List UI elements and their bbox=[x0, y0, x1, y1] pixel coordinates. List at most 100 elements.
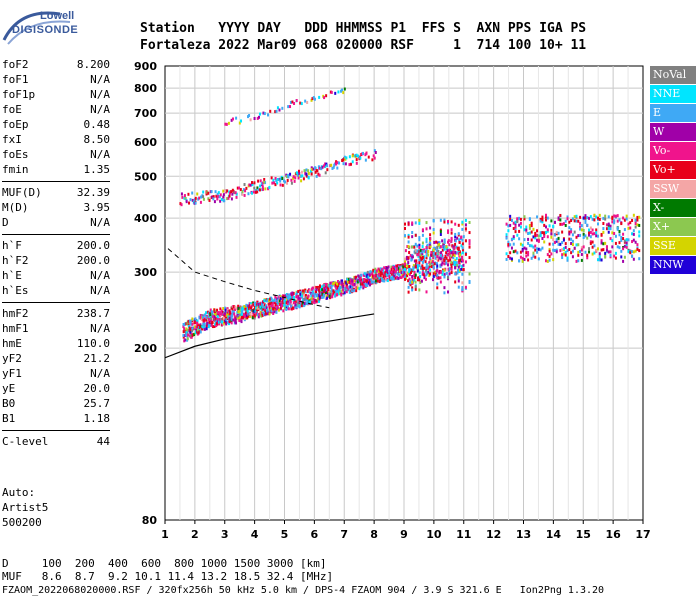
echo-pixel bbox=[341, 281, 344, 285]
echo-pixel bbox=[280, 304, 283, 308]
echo-pixel bbox=[427, 265, 430, 269]
spread-echo-pixel bbox=[571, 239, 574, 243]
column-echo-pixel bbox=[450, 271, 453, 275]
x-tick-label: 16 bbox=[605, 528, 621, 541]
echo-pixel bbox=[458, 238, 461, 242]
echo-pixel bbox=[348, 278, 351, 282]
echo-pixel bbox=[324, 284, 327, 288]
spread-echo-pixel bbox=[632, 257, 635, 261]
column-echo-pixel bbox=[414, 242, 417, 246]
echo-pixel bbox=[274, 302, 277, 306]
echo-pixel bbox=[230, 190, 233, 194]
echo-pixel bbox=[253, 181, 256, 185]
echo-pixel bbox=[240, 119, 243, 123]
spread-echo-pixel bbox=[552, 258, 555, 262]
echo-pixel bbox=[236, 186, 239, 190]
echo-pixel bbox=[413, 245, 416, 249]
column-echo-pixel bbox=[418, 236, 421, 240]
echo-pixel bbox=[340, 291, 343, 295]
echo-pixel bbox=[375, 269, 378, 273]
echo-pixel bbox=[456, 271, 459, 275]
echo-pixel bbox=[240, 312, 243, 316]
echo-pixel bbox=[343, 291, 346, 295]
spread-echo-pixel bbox=[604, 214, 607, 218]
echo-pixel bbox=[253, 310, 256, 314]
column-echo-pixel bbox=[429, 268, 432, 272]
param-value: 20.0 bbox=[83, 382, 111, 395]
echo-pixel bbox=[217, 312, 220, 316]
echo-pixel bbox=[276, 181, 279, 185]
echo-pixel bbox=[195, 325, 198, 329]
column-echo-pixel bbox=[464, 239, 467, 243]
echo-pixel bbox=[221, 320, 224, 324]
column-echo-pixel bbox=[468, 231, 471, 235]
spread-echo-pixel bbox=[543, 234, 546, 238]
echo-pixel bbox=[227, 121, 230, 125]
column-echo-pixel bbox=[450, 265, 453, 269]
echo-pixel bbox=[442, 269, 445, 273]
echo-pixel bbox=[462, 235, 465, 239]
echo-pixel bbox=[289, 100, 292, 104]
echo-pixel bbox=[353, 282, 356, 286]
spread-echo-pixel bbox=[561, 256, 564, 260]
echo-pixel bbox=[419, 275, 422, 279]
echo-pixel bbox=[194, 331, 197, 335]
param-label: B1 bbox=[2, 412, 16, 425]
echo-pixel bbox=[211, 325, 214, 329]
echo-pixel bbox=[288, 293, 291, 297]
echo-pixel bbox=[195, 328, 198, 332]
echo-pixel bbox=[382, 274, 385, 278]
echo-pixel bbox=[367, 275, 370, 279]
spread-echo-pixel bbox=[532, 254, 535, 258]
echo-pixel bbox=[391, 272, 394, 276]
echo-pixel bbox=[202, 190, 205, 194]
echo-pixel bbox=[258, 112, 261, 116]
echo-pixel bbox=[328, 294, 331, 298]
param-label: foEs bbox=[2, 148, 29, 161]
echo-pixel bbox=[312, 291, 315, 295]
echo-pixel bbox=[182, 335, 185, 339]
echo-pixel bbox=[274, 177, 277, 181]
column-echo-pixel bbox=[432, 231, 435, 235]
spread-echo-pixel bbox=[568, 226, 571, 230]
column-echo-pixel bbox=[464, 252, 467, 256]
param-value: N/A bbox=[90, 73, 110, 86]
spread-echo-pixel bbox=[604, 251, 607, 255]
echo-pixel bbox=[454, 259, 457, 263]
echo-pixel bbox=[279, 297, 282, 301]
echo-pixel bbox=[325, 94, 328, 98]
column-echo-pixel bbox=[447, 276, 450, 280]
echo-pixel bbox=[264, 309, 267, 313]
echo-pixel bbox=[424, 277, 427, 281]
param-value: 200.0 bbox=[76, 254, 110, 267]
spread-echo-pixel bbox=[568, 237, 571, 241]
spread-echo-pixel bbox=[539, 233, 542, 237]
column-echo-pixel bbox=[407, 240, 410, 244]
echo-pixel bbox=[330, 163, 333, 167]
echo-pixel bbox=[330, 284, 333, 288]
legend-item: X+ bbox=[650, 218, 696, 236]
column-echo-pixel bbox=[407, 290, 410, 294]
echo-pixel bbox=[428, 242, 431, 246]
echo-pixel bbox=[244, 311, 247, 315]
spread-echo-pixel bbox=[600, 248, 603, 252]
echo-pixel bbox=[439, 276, 442, 280]
spread-echo-pixel bbox=[512, 242, 515, 246]
echo-pixel bbox=[384, 268, 387, 272]
echo-pixel bbox=[209, 323, 212, 327]
spread-echo-pixel bbox=[561, 230, 564, 234]
echo-pixel bbox=[408, 250, 411, 254]
echo-pixel bbox=[342, 91, 345, 95]
echo-pixel bbox=[457, 268, 460, 272]
echo-pixel bbox=[416, 249, 419, 253]
spread-echo-pixel bbox=[555, 248, 558, 252]
echo-pixel bbox=[327, 294, 330, 298]
column-echo-pixel bbox=[461, 222, 464, 226]
spread-echo-pixel bbox=[589, 226, 592, 230]
echo-pixel bbox=[294, 303, 297, 307]
echo-pixel bbox=[333, 291, 336, 295]
echo-pixel bbox=[455, 261, 458, 265]
echo-pixel bbox=[364, 272, 367, 276]
column-echo-pixel bbox=[407, 285, 410, 289]
spread-echo-pixel bbox=[528, 223, 531, 227]
